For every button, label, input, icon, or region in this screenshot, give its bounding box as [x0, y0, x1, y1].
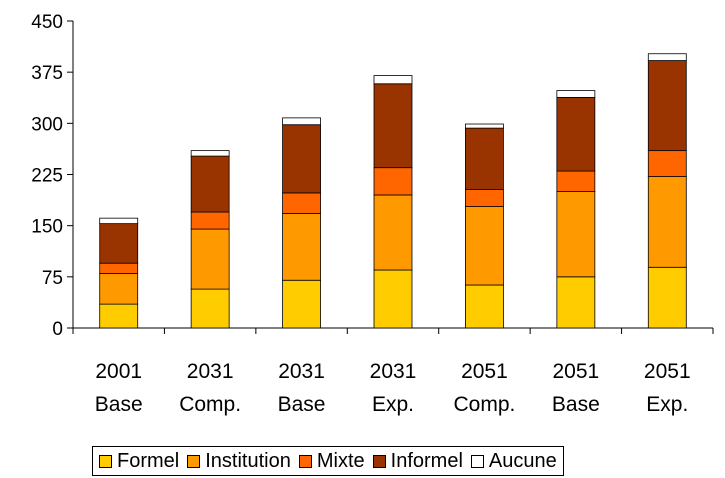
bar-mixte: [465, 189, 504, 207]
bar-institution: [282, 212, 321, 281]
bar-institution: [465, 206, 504, 286]
bar-formel: [647, 266, 687, 329]
bar-mixte: [647, 150, 687, 177]
x-tick-label: Base: [95, 393, 143, 416]
bar-aucune: [282, 117, 321, 126]
y-tick-label: 375: [31, 63, 63, 84]
y-tick-label: 0: [52, 319, 63, 340]
legend-label: Formel: [117, 449, 180, 472]
x-tick-label: Exp.: [372, 393, 414, 416]
bar-institution: [647, 176, 687, 268]
bar-institution: [373, 194, 413, 271]
legend-label: Informel: [390, 449, 463, 472]
bar-aucune: [190, 150, 230, 157]
legend-item: Formel: [99, 450, 179, 473]
bar-mixte: [99, 262, 139, 274]
bar-informel: [282, 124, 321, 194]
bar-institution: [190, 228, 230, 290]
bar-informel: [373, 83, 413, 169]
bar-formel: [190, 288, 230, 329]
y-tick-label: 450: [31, 12, 63, 33]
y-tick-label: 75: [42, 268, 63, 289]
legend-item: Aucune: [470, 449, 557, 473]
bar-informel: [465, 127, 504, 190]
x-tick-label: Base: [552, 393, 600, 416]
x-tick-label: 2001: [95, 360, 142, 383]
legend: Formel Institution Mixte Informel Aucune: [92, 446, 564, 476]
x-tick-label: 2051: [461, 360, 508, 383]
legend-swatch: [298, 454, 312, 468]
bar-informel: [556, 97, 596, 172]
bar-formel: [465, 284, 504, 329]
legend-item: Mixte: [298, 449, 365, 473]
legend-label: Mixte: [316, 449, 365, 472]
x-tick-label: 2031: [370, 360, 417, 383]
y-tick-label: 225: [31, 166, 63, 187]
legend-swatch: [187, 454, 201, 468]
bar-aucune: [556, 90, 596, 98]
bar-aucune: [465, 123, 504, 129]
bar-formel: [282, 279, 321, 329]
y-tick-label: 300: [31, 114, 63, 135]
bar-mixte: [373, 167, 413, 196]
bar-informel: [99, 223, 139, 264]
x-tick-label: Exp.: [646, 393, 688, 416]
legend-label: Aucune: [488, 449, 557, 472]
bar-mixte: [190, 211, 230, 230]
legend-label: Institution: [205, 449, 291, 472]
legend-item: Informel: [372, 449, 463, 473]
bar-aucune: [647, 53, 687, 61]
x-tick-label: 2031: [278, 360, 325, 383]
legend-item: Institution: [187, 450, 291, 473]
legend-swatch: [99, 454, 112, 468]
bar-formel: [99, 303, 139, 329]
bar-formel: [373, 269, 413, 329]
bar-aucune: [99, 217, 139, 225]
bar-formel: [556, 276, 596, 329]
bar-informel: [647, 60, 687, 152]
x-tick-label: 2051: [644, 360, 691, 383]
x-tick-label: 2051: [552, 360, 599, 383]
x-tick-label: 2031: [187, 360, 234, 383]
bar-mixte: [556, 170, 596, 192]
bar-institution: [556, 191, 596, 278]
legend-swatch: [470, 454, 484, 468]
bar-aucune: [373, 75, 413, 85]
y-tick-label: 150: [31, 217, 63, 238]
legend-swatch: [372, 454, 386, 468]
x-tick-label: Comp.: [179, 393, 241, 416]
bar-mixte: [282, 192, 321, 214]
bar-institution: [99, 273, 139, 305]
bar-informel: [190, 155, 230, 213]
x-tick-label: Base: [278, 393, 326, 416]
x-tick-label: Comp.: [453, 393, 515, 416]
